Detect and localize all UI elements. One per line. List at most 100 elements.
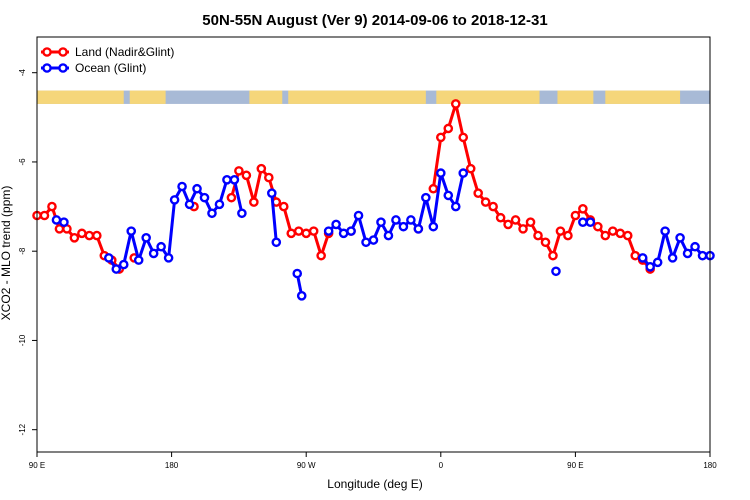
land-ocean-strip	[37, 90, 710, 104]
data-point	[267, 188, 277, 198]
strip-land	[249, 90, 283, 104]
data-point	[264, 172, 274, 183]
data-point	[570, 210, 581, 221]
data-point	[241, 170, 252, 181]
data-point	[249, 197, 259, 207]
data-point	[690, 241, 700, 252]
series-line	[107, 178, 244, 271]
data-point	[111, 264, 122, 274]
strip-land	[129, 90, 166, 104]
data-point	[207, 208, 217, 219]
data-point	[578, 204, 588, 214]
data-point	[376, 217, 386, 227]
data-point	[473, 188, 483, 198]
data-point	[555, 226, 566, 236]
data-point	[428, 183, 439, 194]
data-point	[214, 199, 225, 210]
y-tick-label: -8	[18, 247, 27, 255]
data-point	[293, 226, 304, 236]
data-point	[637, 253, 648, 263]
data-point	[316, 250, 326, 261]
data-point	[47, 201, 57, 212]
data-point	[413, 224, 424, 234]
data-point	[450, 99, 461, 109]
data-point	[192, 183, 202, 194]
data-point	[133, 255, 144, 265]
data-point	[148, 248, 159, 259]
data-point	[622, 230, 633, 241]
data-point	[126, 226, 137, 236]
data-point	[480, 197, 491, 207]
data-point	[237, 208, 247, 219]
y-tick-label: -4	[18, 69, 27, 77]
data-point	[222, 174, 232, 185]
series-1	[51, 168, 715, 301]
data-point	[630, 250, 641, 261]
legend-marker	[58, 63, 68, 73]
data-point	[652, 257, 663, 268]
plot-frame	[36, 36, 711, 453]
data-point	[301, 228, 312, 239]
strip-land	[436, 90, 540, 104]
data-point	[548, 250, 558, 261]
data-point	[435, 168, 446, 178]
data-point	[163, 253, 174, 263]
data-point	[450, 201, 461, 212]
y-tick-label: -12	[18, 423, 27, 435]
x-axis-label: Longitude (deg E)	[327, 477, 422, 491]
data-point	[510, 215, 521, 225]
data-point	[525, 217, 536, 227]
data-point	[675, 233, 685, 243]
data-point	[226, 192, 237, 203]
data-point	[353, 210, 364, 221]
data-point	[645, 262, 655, 272]
data-point	[229, 174, 240, 185]
data-point	[278, 201, 289, 212]
legend-label: Ocean (Glint)	[75, 61, 146, 75]
series-layer	[32, 99, 715, 301]
data-point	[518, 224, 528, 234]
data-point	[308, 226, 319, 236]
data-point	[286, 228, 297, 239]
y-axis-label: XCO2 - MLO trend (ppm)	[0, 186, 13, 321]
data-point	[77, 228, 87, 239]
data-point	[141, 233, 151, 243]
data-point	[607, 226, 618, 236]
data-point	[84, 230, 95, 241]
x-tick-label: 90 E	[29, 461, 45, 470]
data-point	[443, 190, 454, 201]
data-point	[69, 233, 80, 243]
data-point	[256, 163, 267, 174]
legend-label: Land (Nadir&Glint)	[75, 45, 174, 59]
data-point	[103, 253, 114, 263]
data-point	[488, 201, 498, 212]
legend-marker	[42, 63, 52, 73]
x-tick-label: 180	[165, 461, 179, 470]
x-tick-label: 90 W	[297, 461, 316, 470]
data-point	[234, 166, 244, 176]
data-point	[578, 217, 588, 227]
x-tick-label: 180	[703, 461, 717, 470]
strip-land	[288, 90, 426, 104]
data-point	[331, 219, 341, 230]
data-point	[421, 192, 431, 203]
data-point	[503, 219, 513, 230]
strip-land	[37, 90, 124, 104]
data-point	[593, 221, 603, 232]
axis-ticks: 90 E 180 90 W 0 90 E 180 -4 -6 -8 -10 -12	[18, 69, 717, 470]
data-point	[458, 168, 469, 178]
data-point	[338, 228, 349, 239]
y-tick-label: -6	[18, 158, 27, 166]
y-tick-label: -10	[18, 334, 27, 346]
data-point	[398, 221, 409, 232]
chart-title: 50N-55N August (Ver 9) 2014-09-06 to 201…	[202, 12, 547, 29]
data-point	[177, 181, 187, 192]
data-point	[428, 221, 439, 232]
data-point	[600, 230, 611, 241]
strip-land	[557, 90, 594, 104]
data-point	[465, 163, 476, 174]
legend: Land (Nadir&Glint) Ocean (Glint)	[41, 45, 174, 75]
data-point	[540, 237, 551, 248]
data-point	[443, 123, 454, 134]
data-point	[169, 195, 180, 205]
